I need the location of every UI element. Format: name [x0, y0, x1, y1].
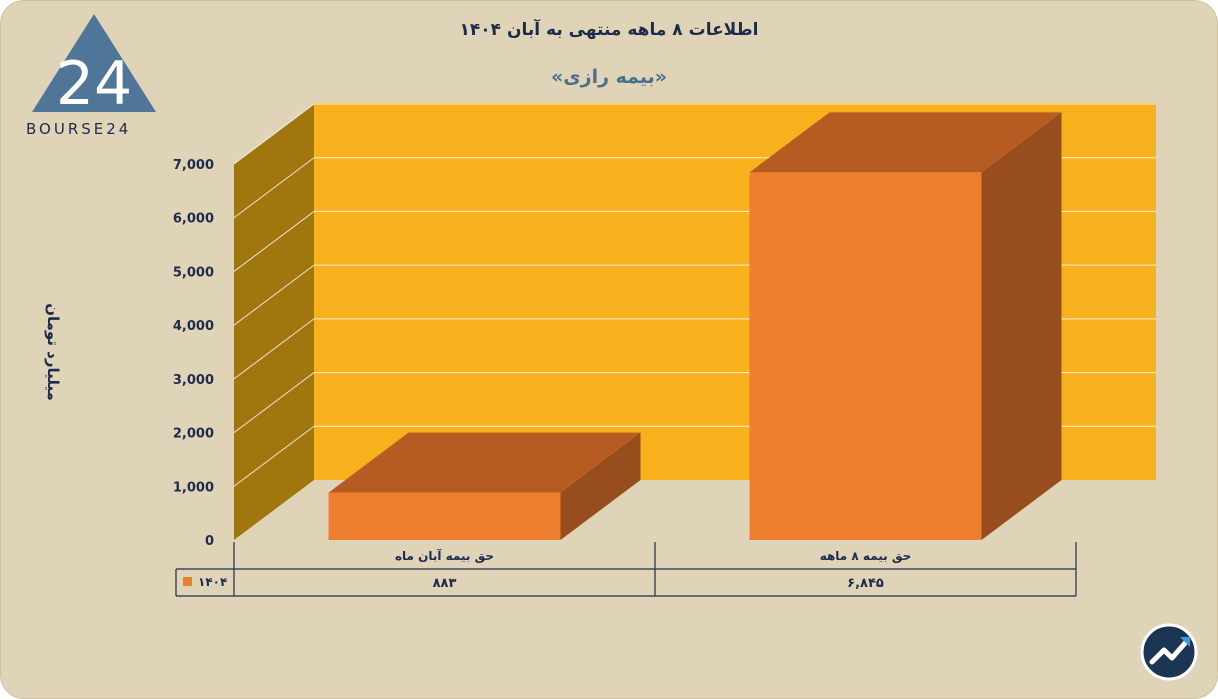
- legend-label: ۱۴۰۴: [198, 575, 227, 589]
- bar: [328, 492, 561, 540]
- category-label: حق بیمه آبان ماه: [395, 548, 494, 563]
- chart-subtitle: «بیمه رازی»: [550, 66, 668, 88]
- y-tick-label: 4,000: [173, 319, 214, 334]
- gridline-side: [233, 372, 315, 433]
- y-tick-label: 1,000: [173, 480, 214, 495]
- gridline-side: [233, 157, 315, 219]
- legend-swatch: [183, 577, 192, 586]
- category-label: حق بیمه ۸ ماهه: [820, 549, 912, 563]
- gridline-side: [233, 425, 315, 487]
- gridline-side: [233, 103, 315, 165]
- bar-side: [560, 432, 641, 540]
- plot-side-wall: [234, 104, 314, 540]
- logo-mark: 24: [56, 49, 132, 119]
- y-tick-label: 0: [205, 534, 214, 549]
- bar-top: [328, 432, 641, 493]
- bar: [749, 172, 982, 540]
- brand-name: BOURSE24: [26, 120, 132, 138]
- y-tick-label: 3,000: [173, 373, 214, 388]
- data-label: ۸۸۳: [433, 576, 457, 591]
- bar-side: [981, 112, 1062, 540]
- y-tick-label: 6,000: [173, 212, 214, 227]
- gridline-side: [233, 264, 315, 326]
- gridline-side: [233, 211, 315, 272]
- y-tick-label: 5,000: [173, 265, 214, 280]
- logo-triangle: [32, 14, 156, 112]
- chart-title: اطلاعات ۸ ماهه منتهی به آبان ۱۴۰۴: [459, 20, 759, 40]
- y-tick-label: 2,000: [173, 427, 214, 442]
- gridline-side: [233, 318, 315, 380]
- bar-top: [749, 112, 1062, 173]
- trend-badge-icon: [1140, 623, 1198, 681]
- y-tick-label: 7,000: [173, 158, 214, 173]
- data-label: ۶,۸۴۵: [847, 576, 884, 591]
- bourse24-logo: 24: [32, 14, 156, 119]
